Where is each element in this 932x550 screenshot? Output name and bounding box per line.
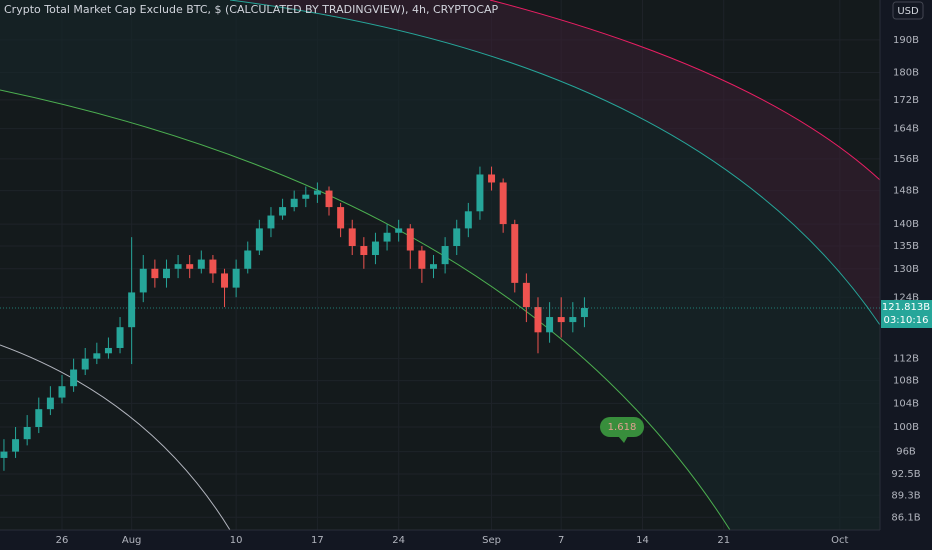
y-tick-label: 104B xyxy=(893,398,919,409)
candle-body xyxy=(0,451,8,458)
fib-label-bg xyxy=(600,417,644,437)
candle-body xyxy=(302,194,310,199)
last-price-badge xyxy=(881,300,932,329)
candle-body xyxy=(383,232,391,242)
candle-body xyxy=(360,246,368,256)
fib-label: 1.618 xyxy=(600,417,644,443)
candle-body xyxy=(197,259,205,269)
candle-body xyxy=(128,292,136,328)
fib-arc xyxy=(229,0,881,326)
y-tick-label: 130B xyxy=(893,264,919,275)
fib-label-text: 1.618 xyxy=(608,422,637,433)
x-tick-label: 21 xyxy=(717,535,730,546)
candle-body xyxy=(534,307,542,333)
candle-body xyxy=(244,250,252,269)
y-tick-label: 156B xyxy=(893,154,919,165)
candle-body xyxy=(186,264,194,269)
candle-body xyxy=(395,228,403,233)
candle-body xyxy=(46,397,54,410)
candle-body xyxy=(116,327,124,348)
candle-body xyxy=(511,224,519,283)
arc-fill xyxy=(0,0,880,530)
candle-body xyxy=(313,190,321,195)
y-tick-label: 135B xyxy=(893,241,919,252)
candle-body xyxy=(441,246,449,265)
x-tick-label: Oct xyxy=(831,535,848,546)
candle-body xyxy=(174,264,182,269)
candle-body xyxy=(81,358,89,370)
y-tick-label: 112B xyxy=(893,354,919,365)
candle-body xyxy=(371,241,379,256)
candle-body xyxy=(162,268,170,279)
x-tick-label: 17 xyxy=(311,535,324,546)
candle-body xyxy=(58,386,66,398)
candle-body xyxy=(453,228,461,247)
candle-body xyxy=(476,174,484,212)
y-tick-label: 89.3B xyxy=(891,490,920,501)
arc-fill xyxy=(230,0,880,325)
y-tick-label: 148B xyxy=(893,186,919,197)
y-tick-label: 190B xyxy=(893,35,919,46)
last-price-label: 121.813B xyxy=(882,302,930,313)
time-axis xyxy=(0,530,880,550)
y-tick-label: 96B xyxy=(896,447,916,458)
y-tick-label: 86.1B xyxy=(891,512,920,523)
candle-body xyxy=(488,174,496,183)
candle-body xyxy=(267,215,275,229)
candle-body xyxy=(464,211,472,229)
axes: 190B 180B 172B 164B 156B 148B 140B 135B 130B 124B… xyxy=(0,35,932,546)
x-tick-label: 7 xyxy=(558,535,564,546)
candle-body xyxy=(348,228,356,247)
candle-body xyxy=(12,439,20,452)
candle-body xyxy=(139,268,147,293)
candle-body xyxy=(151,268,159,279)
candle-body xyxy=(232,268,240,288)
y-tick-label: 172B xyxy=(893,95,919,106)
fib-label-tail xyxy=(618,436,628,443)
candle-body xyxy=(499,182,507,225)
candle-body xyxy=(221,273,229,288)
candle-body xyxy=(93,353,101,359)
candle-body xyxy=(279,207,287,216)
x-tick-label: 10 xyxy=(230,535,243,546)
candle-body xyxy=(522,282,530,308)
candle-body xyxy=(546,317,554,333)
y-tick-label: 100B xyxy=(893,422,919,433)
x-tick-label: Aug xyxy=(122,535,142,546)
x-tick-label: 24 xyxy=(392,535,405,546)
fib-arc xyxy=(489,0,881,181)
y-tick-label: 124B xyxy=(893,292,919,303)
candle-body xyxy=(325,190,333,208)
y-tick-label: 140B xyxy=(893,219,919,230)
y-tick-label: 180B xyxy=(893,68,919,79)
candle-body xyxy=(104,347,112,354)
candle-body xyxy=(337,207,345,229)
price-axis xyxy=(880,0,932,550)
candle-body xyxy=(430,264,437,269)
x-tick-label: 26 xyxy=(56,535,69,546)
candle-body xyxy=(209,259,217,274)
candle-body xyxy=(35,409,43,428)
chart-title: Crypto Total Market Cap Exclude BTC, $ (… xyxy=(4,3,499,16)
y-tick-label: 92.5B xyxy=(891,469,920,480)
fib-arc xyxy=(0,344,231,531)
y-tick-label: 164B xyxy=(893,124,919,135)
candle-body xyxy=(255,228,263,251)
candle-body xyxy=(580,308,588,318)
candles xyxy=(0,166,588,471)
x-tick-label: Sep xyxy=(482,535,501,546)
candle-body xyxy=(557,317,565,323)
countdown-label: 03:10:16 xyxy=(884,315,929,326)
currency-badge[interactable] xyxy=(892,1,924,20)
x-tick-label: 14 xyxy=(636,535,649,546)
currency-label: USD xyxy=(897,6,919,17)
candle-body xyxy=(569,317,577,323)
candle-body xyxy=(70,369,78,387)
candle-body xyxy=(290,198,298,208)
candle-body xyxy=(23,427,31,440)
candle-body xyxy=(418,250,426,269)
y-tick-label: 108B xyxy=(893,376,919,387)
candle-body xyxy=(406,228,414,251)
